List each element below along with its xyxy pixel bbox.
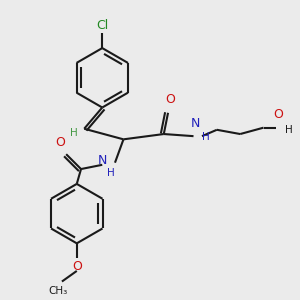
Text: H: H	[285, 125, 292, 135]
Text: O: O	[274, 108, 283, 121]
Text: O: O	[165, 93, 175, 106]
Text: CH₃: CH₃	[48, 286, 67, 296]
Text: H: H	[70, 128, 77, 138]
Text: H: H	[202, 132, 210, 142]
Text: H: H	[107, 168, 115, 178]
Text: O: O	[72, 260, 82, 273]
Text: Cl: Cl	[96, 19, 108, 32]
Text: N: N	[98, 154, 107, 167]
Text: O: O	[55, 136, 65, 149]
Text: N: N	[191, 117, 200, 130]
